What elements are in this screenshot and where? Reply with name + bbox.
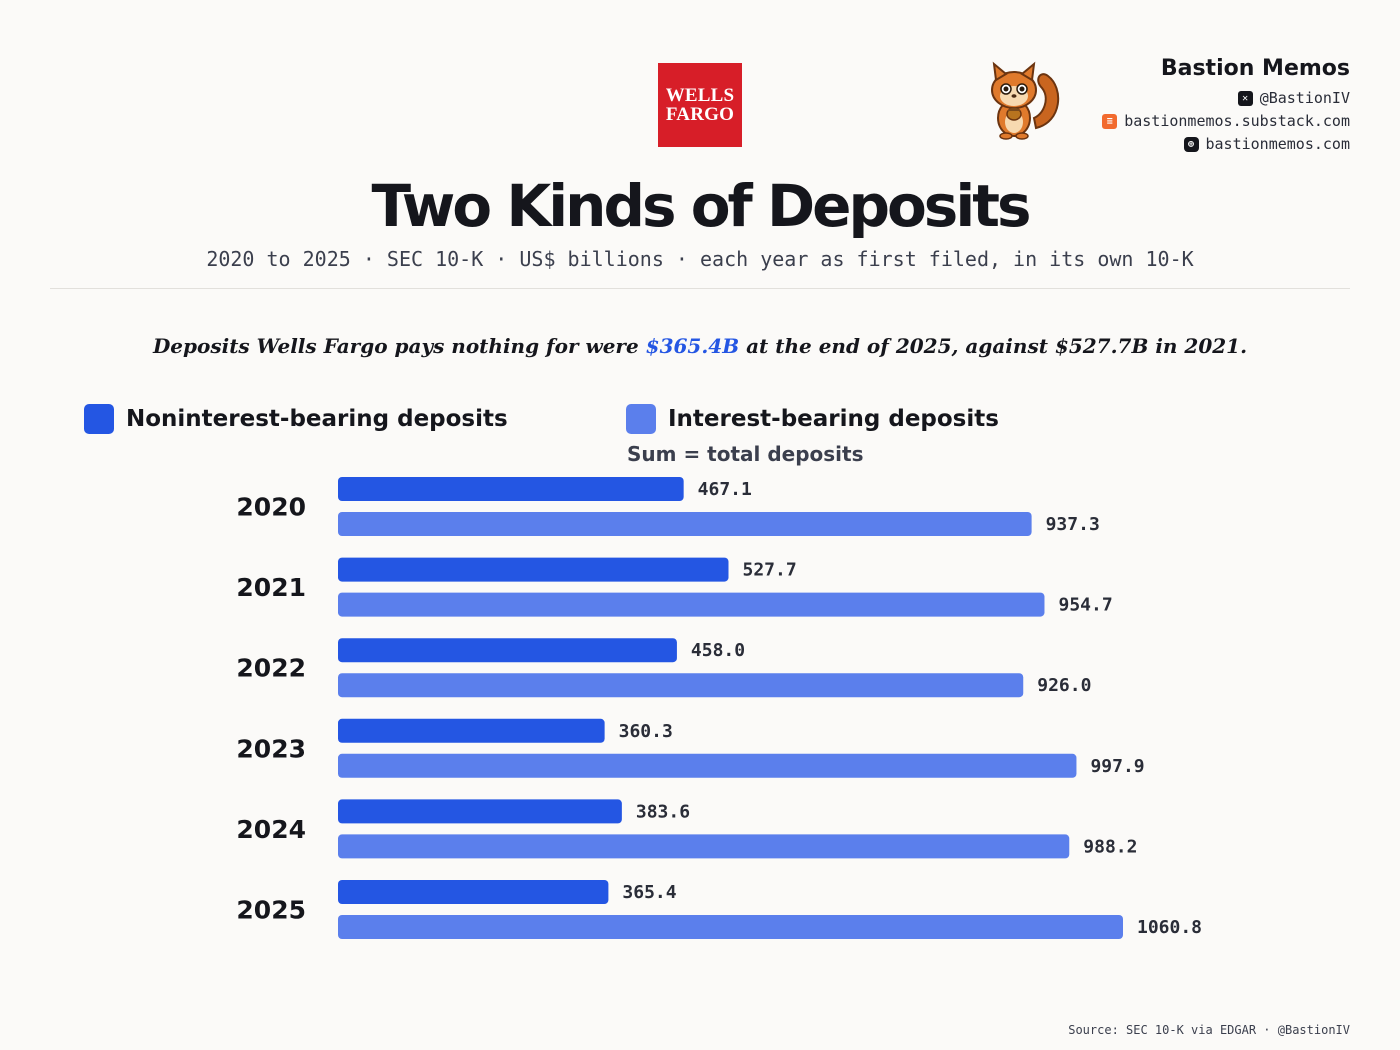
- value-label-interest-2023: 997.9: [1090, 756, 1144, 777]
- logo-line-1: WELLS: [665, 85, 735, 106]
- bar-interest-2024: [338, 834, 1070, 859]
- headline: Deposits Wells Fargo pays nothing for we…: [0, 331, 1400, 361]
- legend-note: Sum = total deposits: [627, 442, 864, 466]
- legend-swatch-interest: [626, 404, 656, 434]
- logo-line-2: FARGO: [665, 104, 735, 125]
- bar-interest-2023: [338, 753, 1077, 778]
- substack-link[interactable]: ≡ bastionmemos.substack.com: [1102, 110, 1350, 133]
- value-label-interest-2025: 1060.8: [1137, 917, 1202, 938]
- value-label-noninterest-2024: 383.6: [636, 801, 690, 822]
- substack-text: bastionmemos.substack.com: [1124, 112, 1350, 130]
- legend-label-noninterest: Noninterest-bearing deposits: [126, 406, 508, 432]
- wells-fargo-logo: WELLS FARGO: [658, 63, 742, 147]
- brand-block: Bastion Memos ✕ @BastionIV ≡ bastionmemo…: [1102, 55, 1350, 156]
- header-divider: [50, 288, 1350, 289]
- headline-highlight: $365.4B: [645, 334, 740, 358]
- bar-noninterest-2021: [338, 557, 729, 582]
- year-label-2021: 2021: [236, 573, 306, 602]
- value-label-interest-2021: 954.7: [1058, 595, 1112, 616]
- x-handle-text: @BastionIV: [1259, 89, 1350, 107]
- website-link[interactable]: ⊕ bastionmemos.com: [1102, 133, 1350, 156]
- squirrel-mascot-icon: [991, 61, 1060, 140]
- bar-interest-2020: [338, 512, 1032, 536]
- legend-label-interest: Interest-bearing deposits: [668, 406, 999, 432]
- bar-noninterest-2020: [338, 477, 684, 501]
- value-label-noninterest-2021: 527.7: [743, 560, 797, 581]
- year-label-2025: 2025: [236, 896, 306, 925]
- substack-icon: ≡: [1102, 114, 1118, 129]
- x-handle-link[interactable]: ✕ @BastionIV: [1102, 87, 1350, 110]
- bar-interest-2022: [338, 673, 1024, 698]
- page-title: Two Kinds of Deposits: [371, 172, 1032, 240]
- legend-noninterest: Noninterest-bearing deposits: [84, 404, 508, 434]
- value-label-noninterest-2022: 458.0: [691, 640, 745, 661]
- year-label-2022: 2022: [236, 654, 306, 683]
- year-label-2023: 2023: [236, 734, 306, 763]
- year-label-2024: 2024: [236, 815, 306, 844]
- page-subtitle: 2020 to 2025 · SEC 10-K · US$ billions ·…: [206, 247, 1194, 271]
- headline-text-after: at the end of 2025, against $527.7B in 2…: [739, 334, 1248, 358]
- x-logo-icon: ✕: [1237, 91, 1253, 106]
- bar-noninterest-2023: [338, 718, 605, 743]
- value-label-interest-2022: 926.0: [1037, 675, 1091, 696]
- value-label-interest-2020: 937.3: [1046, 514, 1100, 535]
- bar-noninterest-2025: [338, 880, 609, 904]
- value-label-noninterest-2023: 360.3: [619, 721, 673, 742]
- website-text: bastionmemos.com: [1205, 135, 1351, 153]
- headline-text-before: Deposits Wells Fargo pays nothing for we…: [152, 334, 646, 358]
- brand-name: Bastion Memos: [1160, 56, 1350, 81]
- legend-swatch-noninterest: [84, 404, 114, 434]
- value-label-noninterest-2025: 365.4: [622, 882, 676, 903]
- legend-interest: Interest-bearing deposits: [626, 404, 999, 434]
- globe-icon: ⊕: [1183, 137, 1199, 152]
- year-label-2020: 2020: [236, 493, 306, 522]
- bar-noninterest-2024: [338, 799, 622, 824]
- bar-interest-2021: [338, 592, 1045, 617]
- value-label-noninterest-2020: 467.1: [698, 479, 752, 500]
- source-note: Source: SEC 10-K via EDGAR · @BastionIV: [1068, 1023, 1350, 1037]
- value-label-interest-2024: 988.2: [1083, 836, 1137, 857]
- bar-interest-2025: [338, 915, 1123, 939]
- bar-noninterest-2022: [338, 638, 677, 663]
